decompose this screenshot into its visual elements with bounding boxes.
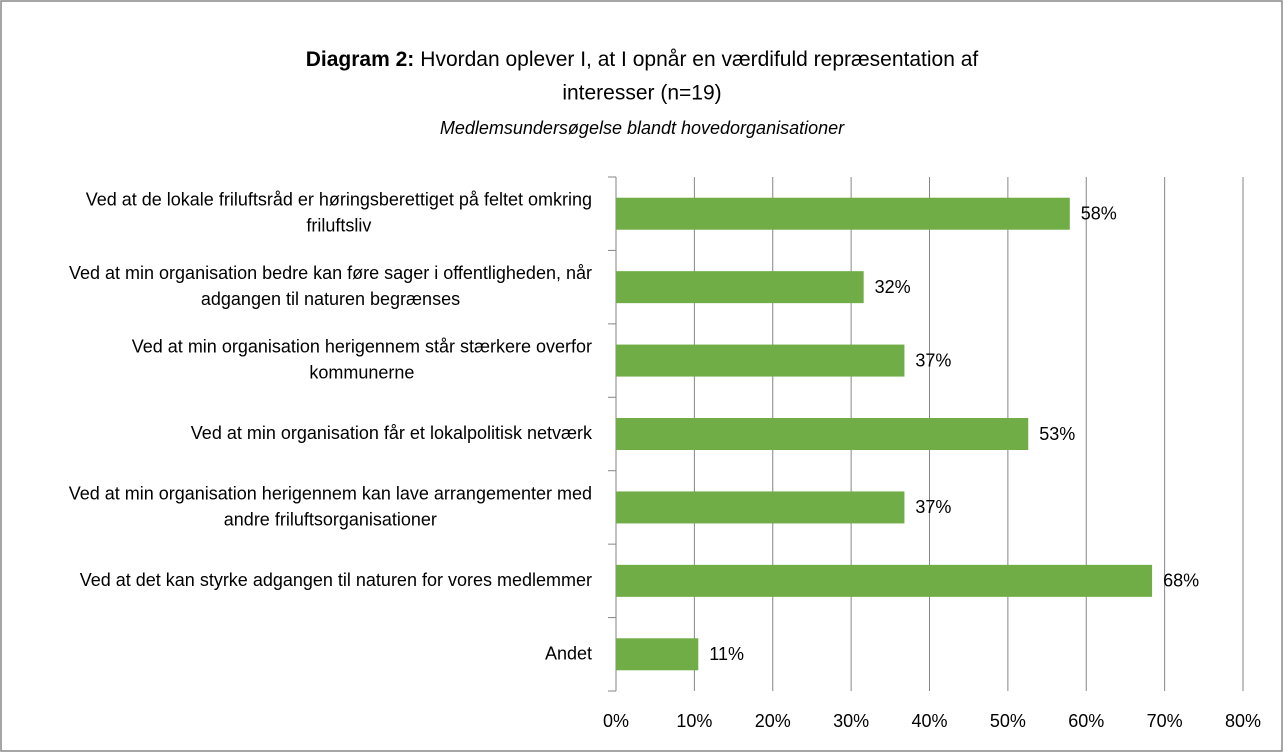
value-label: 68% <box>1163 571 1199 591</box>
value-label: 37% <box>915 350 951 370</box>
y-tick-label: Ved at min organisation bedre kan føre s… <box>69 263 592 309</box>
bar <box>616 344 905 377</box>
x-tick-label: 70% <box>1147 711 1183 731</box>
bar <box>616 491 905 524</box>
title-prefix: Diagram 2: <box>306 48 415 71</box>
chart-title: Diagram 2: Hvordan oplever I, at I opnår … <box>306 48 979 71</box>
y-tick-label: Ved at min organisation herigennem står … <box>132 336 592 382</box>
title-line: Hvordan oplever I, at I opnår en værdifu… <box>420 48 978 71</box>
value-label: 53% <box>1039 424 1075 444</box>
bar <box>616 271 864 304</box>
x-tick-label: 50% <box>990 711 1026 731</box>
x-tick-label: 10% <box>676 711 712 731</box>
x-tick-label: 20% <box>755 711 791 731</box>
chart-subtitle: Medlemsundersøgelse blandt hovedorganisa… <box>440 118 845 138</box>
x-tick-label: 30% <box>833 711 869 731</box>
x-tick-label: 60% <box>1068 711 1104 731</box>
bar <box>616 638 699 671</box>
x-tick-label: 80% <box>1225 711 1261 731</box>
value-label: 32% <box>875 277 911 297</box>
bar <box>616 564 1153 597</box>
y-tick-label: Andet <box>545 643 592 663</box>
value-label: 11% <box>709 644 744 664</box>
y-tick-label: Ved at det kan styrke adgangen til natur… <box>80 570 592 590</box>
value-label: 58% <box>1081 203 1117 223</box>
y-tick-label: Ved at de lokale friluftsråd er høringsb… <box>86 189 592 235</box>
value-label: 37% <box>915 497 951 517</box>
title-line: interesser (n=19) <box>562 82 721 105</box>
y-tick-label: Ved at min organisation herigennem kan l… <box>69 483 592 529</box>
x-tick-label: 40% <box>911 711 947 731</box>
bar <box>616 197 1070 230</box>
bar <box>616 418 1029 450</box>
x-tick-label: 0% <box>603 711 629 731</box>
y-tick-label: Ved at min organisation får et lokalpoli… <box>191 423 593 443</box>
